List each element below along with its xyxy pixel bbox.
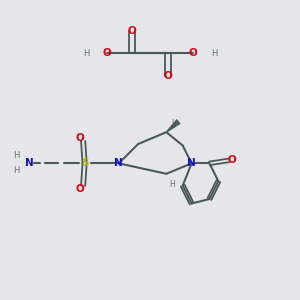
- Text: H: H: [83, 49, 89, 58]
- Text: O: O: [189, 48, 197, 59]
- Polygon shape: [166, 120, 180, 132]
- Text: N: N: [114, 158, 123, 168]
- Text: H: H: [169, 180, 175, 189]
- Text: O: O: [75, 133, 84, 142]
- Text: H: H: [13, 152, 20, 160]
- Text: H: H: [171, 119, 177, 128]
- Text: O: O: [128, 26, 136, 36]
- Text: H: H: [13, 166, 20, 175]
- Text: O: O: [75, 184, 84, 194]
- Text: O: O: [103, 48, 111, 59]
- Text: O: O: [164, 71, 172, 81]
- Text: N: N: [187, 158, 196, 168]
- Text: O: O: [227, 155, 236, 165]
- Text: S: S: [81, 158, 88, 168]
- Text: H: H: [211, 49, 217, 58]
- Text: N: N: [25, 158, 34, 168]
